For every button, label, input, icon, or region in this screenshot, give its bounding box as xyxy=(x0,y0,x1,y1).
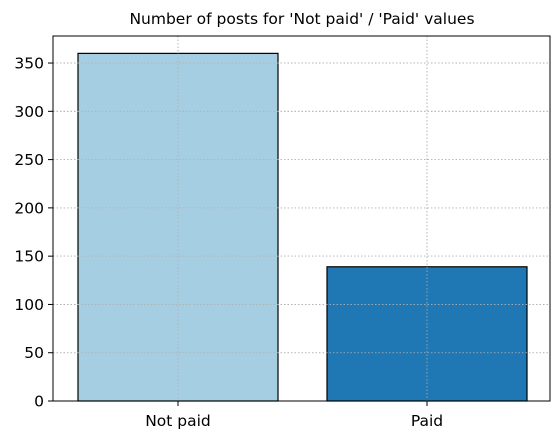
plot-frame xyxy=(52,35,551,402)
y-tick-label: 50 xyxy=(24,344,44,362)
bar-not-paid xyxy=(77,52,279,402)
y-tick-label: 300 xyxy=(14,103,44,121)
ticks-layer: 0 50 100 150 200 250 300 350 Not paid Paid xyxy=(14,55,443,430)
y-tick-label: 350 xyxy=(14,55,44,73)
y-tick-label: 0 xyxy=(34,393,44,411)
x-tick-label: Not paid xyxy=(145,412,211,430)
y-tick-label: 150 xyxy=(14,248,44,266)
x-tick-label: Paid xyxy=(411,412,443,430)
axes-layer xyxy=(52,35,551,402)
y-tick-label: 100 xyxy=(14,296,44,314)
bars-layer xyxy=(53,36,550,402)
y-tick-label: 200 xyxy=(14,199,44,217)
chart-title: Number of posts for 'Not paid' / 'Paid' … xyxy=(129,10,474,28)
y-tick-label: 250 xyxy=(14,151,44,169)
